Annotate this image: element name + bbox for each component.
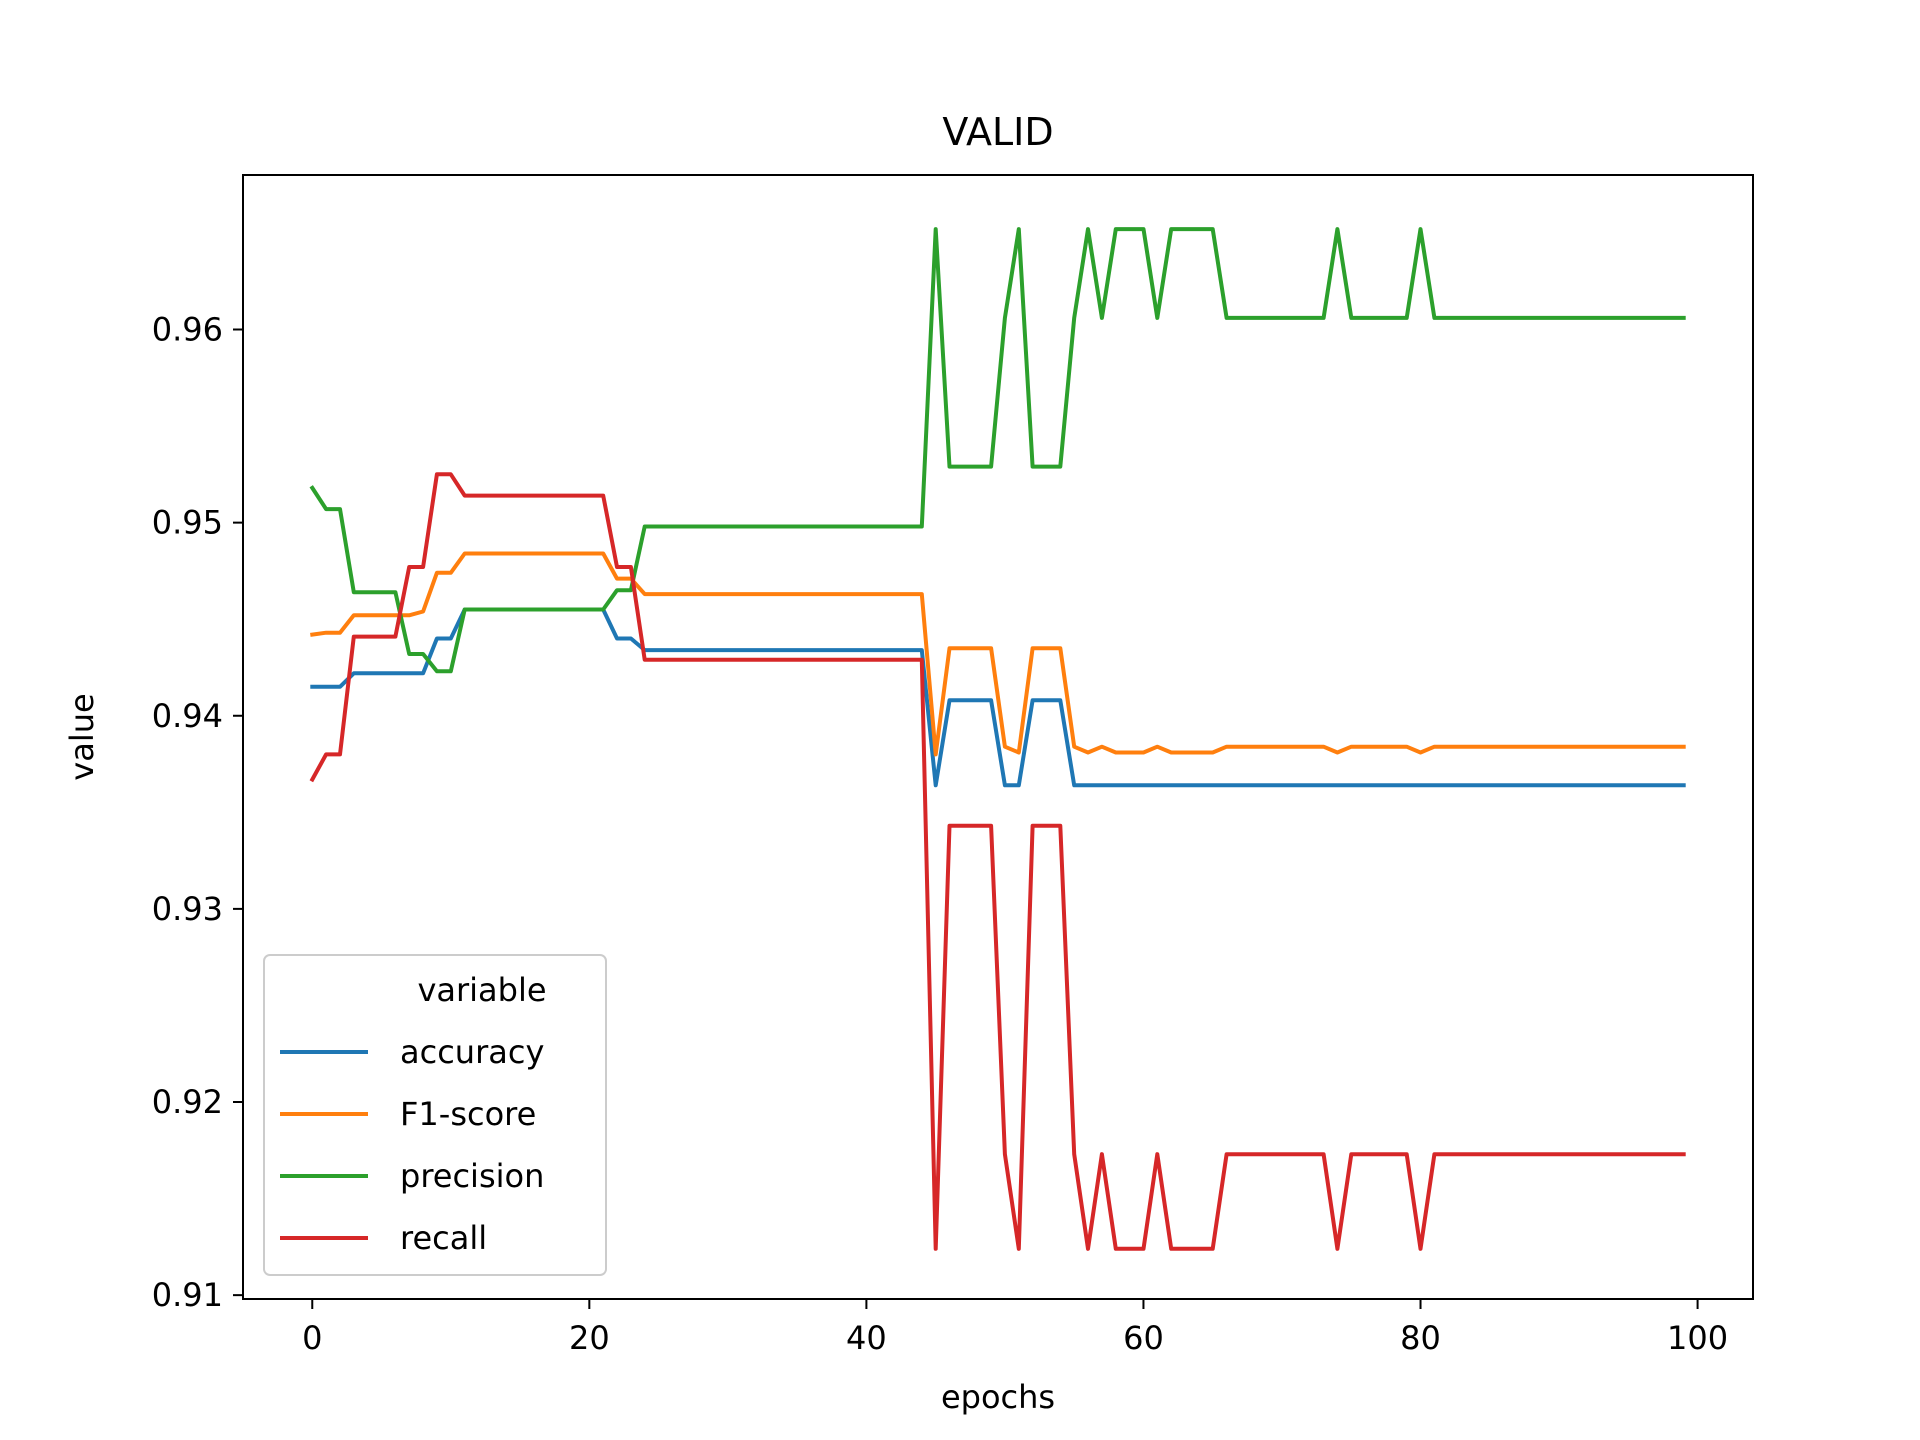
series-line-precision	[309, 227, 1686, 674]
x-tick-label: 60	[1123, 1319, 1164, 1357]
y-tick-label: 0.96	[152, 311, 223, 349]
y-tick-label: 0.93	[152, 890, 223, 928]
series-line-recall	[309, 472, 1686, 1251]
y-tick-label: 0.92	[152, 1083, 223, 1121]
legend-title: variable	[417, 971, 546, 1009]
legend-label: recall	[400, 1219, 487, 1257]
series-layer	[309, 227, 1686, 1251]
legend-box	[263, 954, 607, 1276]
chart-title: VALID	[942, 110, 1053, 154]
x-axis-label: epochs	[941, 1378, 1055, 1416]
legend: variable accuracy F1-score precision recall	[263, 954, 607, 1276]
x-tick-label: 80	[1400, 1319, 1441, 1357]
y-axis-label: value	[63, 693, 101, 780]
y-tick-label: 0.91	[152, 1276, 223, 1314]
y-tick-label: 0.94	[152, 697, 223, 735]
x-tick-label: 0	[302, 1319, 322, 1357]
x-tick-label: 40	[846, 1319, 887, 1357]
legend-items: accuracy F1-score precision recall	[280, 1033, 544, 1257]
x-tick-label: 20	[569, 1319, 610, 1357]
plot-area-frame	[242, 174, 1754, 1300]
legend-label: F1-score	[400, 1095, 536, 1133]
y-tick-label: 0.95	[152, 504, 223, 542]
series-line-f1-score	[310, 551, 1686, 757]
x-axis-ticks: 0 20 40 60 80 100	[302, 1299, 1728, 1357]
legend-label: accuracy	[400, 1033, 544, 1071]
y-axis-ticks: 0.91 0.92 0.93 0.94 0.95 0.96	[152, 311, 243, 1314]
x-tick-label: 100	[1667, 1319, 1728, 1357]
legend-label: precision	[400, 1157, 544, 1195]
